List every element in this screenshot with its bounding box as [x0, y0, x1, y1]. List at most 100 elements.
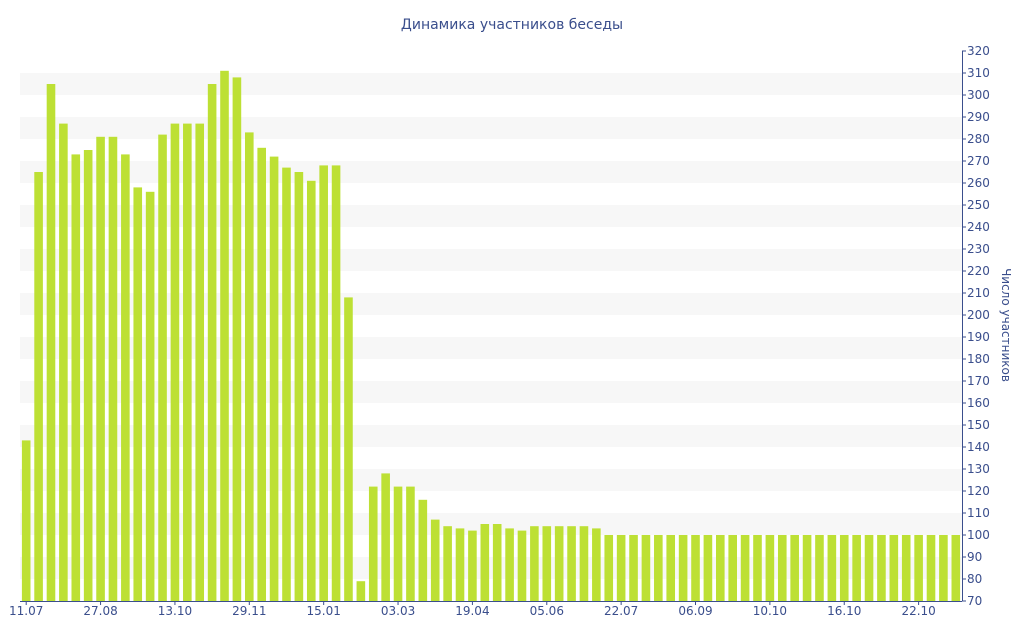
bar — [443, 526, 452, 601]
y-tick-label: 290 — [967, 110, 990, 124]
grid-band — [20, 161, 962, 183]
bar — [269, 156, 279, 601]
x-tick-label: 03.03 — [381, 604, 415, 618]
y-tick-label: 80 — [967, 572, 982, 586]
bar — [183, 123, 192, 601]
grid-band — [20, 469, 962, 491]
grid-bands — [20, 73, 962, 579]
bar — [195, 123, 205, 601]
bar — [108, 136, 118, 602]
bar — [406, 486, 415, 601]
grid-band — [20, 205, 962, 227]
bar — [604, 535, 614, 601]
bar — [393, 486, 403, 601]
grid-band — [20, 425, 962, 447]
y-tick-label: 210 — [967, 286, 990, 300]
bar — [579, 526, 589, 601]
grid-band — [20, 557, 962, 579]
bar — [654, 535, 663, 601]
bar — [951, 535, 961, 601]
y-tick-label: 90 — [967, 550, 982, 564]
grid-band — [20, 249, 962, 271]
bar — [728, 535, 737, 601]
bar — [753, 535, 762, 601]
bar — [678, 535, 688, 601]
y-tick-label: 150 — [967, 418, 990, 432]
bar — [145, 191, 155, 602]
bar — [530, 526, 539, 601]
bar — [554, 526, 564, 601]
grid-band — [20, 513, 962, 535]
bar — [257, 147, 266, 602]
x-tick-label: 22.10 — [901, 604, 935, 618]
x-tick-label: 19.04 — [455, 604, 489, 618]
bar — [34, 172, 43, 601]
y-tick-label: 320 — [967, 44, 990, 58]
y-tick-label: 140 — [967, 440, 990, 454]
bar — [158, 134, 167, 601]
bar — [294, 172, 304, 601]
x-tick-label: 13.10 — [158, 604, 192, 618]
bar — [691, 535, 700, 601]
y-tick-label: 280 — [967, 132, 990, 146]
bar — [939, 535, 948, 601]
y-tick-label: 130 — [967, 462, 990, 476]
bar — [542, 526, 552, 601]
grid-band — [20, 337, 962, 359]
bar — [666, 535, 676, 601]
y-axis-ticks: 70 80 90 100 110 120 130 140 150 160 170 180 190 200 2… — [962, 44, 990, 608]
x-tick-label: 27.08 — [83, 604, 117, 618]
x-tick-label: 11.07 — [9, 604, 43, 618]
y-tick-label: 100 — [967, 528, 990, 542]
y-tick-label: 230 — [967, 242, 990, 256]
x-axis-ticks: 11.07 27.08 13.10 29.11 15.01 03.03 19.04 05.06… — [9, 601, 936, 618]
bar — [245, 132, 254, 601]
y-tick-label: 160 — [967, 396, 990, 410]
bar — [877, 535, 886, 601]
bar — [21, 440, 31, 601]
grid-band — [20, 381, 962, 403]
bar — [418, 499, 428, 601]
bar — [592, 528, 601, 601]
bar — [83, 150, 93, 601]
bar — [220, 70, 229, 602]
bar — [368, 486, 378, 601]
bar — [121, 154, 130, 601]
bar — [802, 535, 812, 601]
bar — [567, 526, 576, 601]
bar — [827, 535, 837, 601]
bar — [381, 473, 390, 601]
bar — [282, 167, 291, 601]
grid-band — [20, 73, 962, 95]
y-tick-label: 270 — [967, 154, 990, 168]
x-tick-label: 15.01 — [306, 604, 340, 618]
bar — [331, 165, 341, 601]
bar — [852, 535, 861, 601]
bar — [455, 528, 465, 601]
chart-title: Динамика участников беседы — [401, 17, 623, 33]
bar — [703, 535, 713, 601]
bar — [517, 530, 527, 601]
bar — [839, 535, 849, 601]
y-tick-label: 300 — [967, 88, 990, 102]
x-tick-label: 16.10 — [827, 604, 861, 618]
x-tick-label: 06.09 — [678, 604, 712, 618]
grid-band — [20, 293, 962, 315]
bar — [492, 524, 502, 601]
bar — [71, 154, 81, 601]
bar — [914, 535, 923, 601]
y-tick-label: 120 — [967, 484, 990, 498]
bar — [468, 530, 477, 601]
x-tick-label: 29.11 — [232, 604, 266, 618]
bar — [133, 187, 143, 601]
bar — [356, 581, 366, 601]
y-tick-label: 110 — [967, 506, 990, 520]
bar — [96, 136, 105, 602]
bar — [170, 123, 180, 601]
bar — [901, 535, 911, 601]
y-tick-label: 250 — [967, 198, 990, 212]
x-tick-label: 22.07 — [604, 604, 638, 618]
bar — [344, 297, 353, 601]
y-tick-label: 170 — [967, 374, 990, 388]
